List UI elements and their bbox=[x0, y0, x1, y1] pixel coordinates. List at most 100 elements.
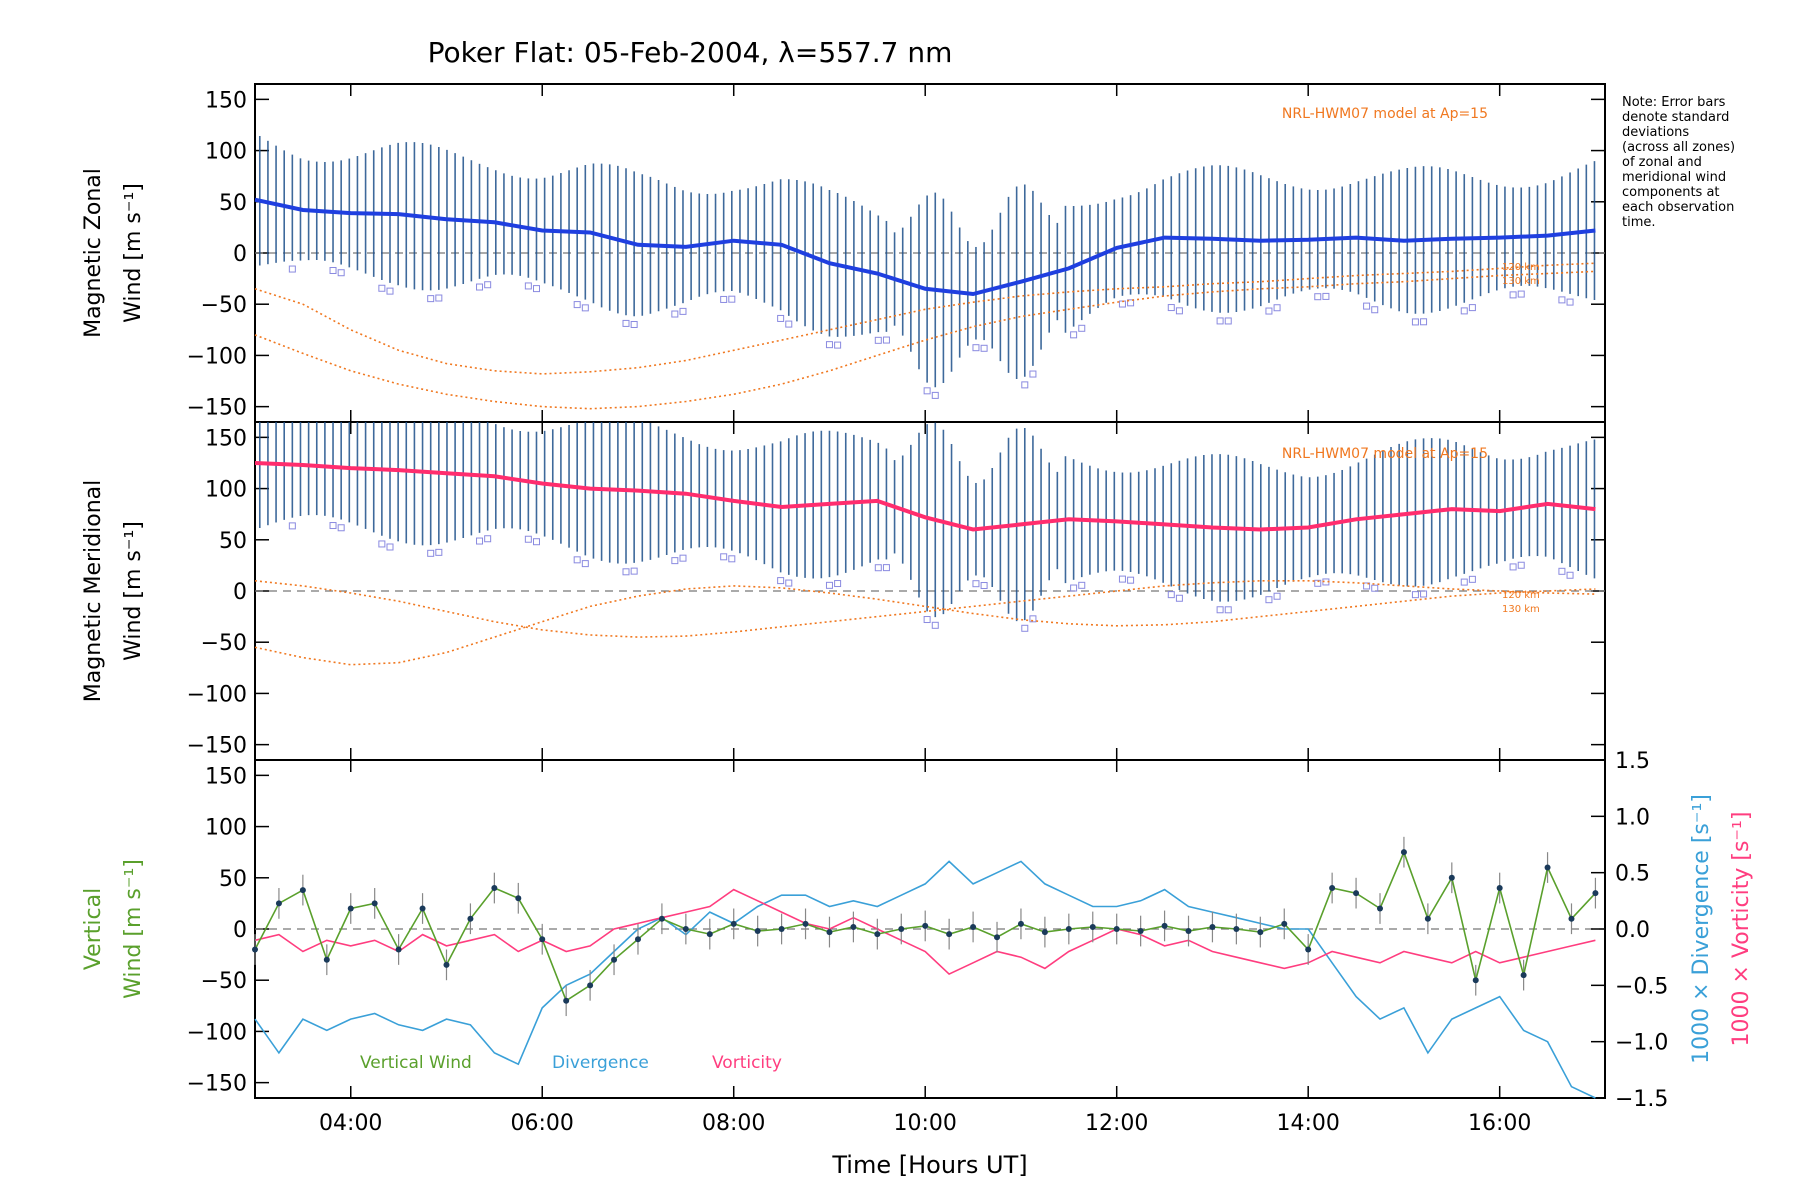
vertical-wind-point bbox=[1041, 929, 1048, 936]
zone-sample-marker bbox=[1468, 575, 1476, 583]
zone-sample-marker bbox=[874, 336, 882, 344]
vertical-wind-point bbox=[778, 926, 785, 932]
zone-sample-marker bbox=[573, 301, 581, 309]
note-line: deviations bbox=[1622, 125, 1689, 140]
zone-sample-marker bbox=[1411, 318, 1419, 326]
zone-sample-marker bbox=[1468, 304, 1476, 312]
note-line: Note: Error bars bbox=[1622, 95, 1726, 110]
zone-sample-marker bbox=[532, 285, 540, 293]
vertical-wind-point bbox=[1592, 890, 1599, 897]
vertical-wind-point bbox=[611, 956, 618, 963]
vertical-wind-point bbox=[802, 920, 809, 927]
zone-sample-marker bbox=[1363, 582, 1371, 590]
x-tick-label: 16:00 bbox=[1468, 1111, 1531, 1136]
zone-sample-marker bbox=[1517, 290, 1525, 298]
vertical-wind-point bbox=[467, 915, 474, 922]
vertical-wind-point bbox=[1257, 929, 1264, 936]
vertical-wind-point bbox=[347, 905, 354, 912]
zone-sample-marker bbox=[1216, 606, 1224, 614]
note-line: denote standard bbox=[1622, 110, 1729, 125]
zone-sample-marker bbox=[923, 387, 931, 395]
vertical-wind-point bbox=[443, 961, 450, 968]
zone-sample-marker bbox=[1460, 578, 1468, 586]
zone-sample-marker bbox=[378, 540, 386, 548]
y-tick-label: 150 bbox=[205, 764, 247, 789]
y-tick-label: −150 bbox=[187, 396, 247, 421]
vertical-wind-point bbox=[323, 956, 330, 963]
x-axis-label: Time [Hours UT] bbox=[831, 1151, 1027, 1179]
zone-sample-marker bbox=[1420, 590, 1428, 598]
y-tick-label: 50 bbox=[219, 867, 247, 892]
y-tick-label: −50 bbox=[201, 969, 247, 994]
y-tick-label: 0 bbox=[233, 242, 247, 267]
meridional-model-label: NRL-HWM07 model at Ap=15 bbox=[1282, 446, 1488, 462]
y2-tick-label: −1.0 bbox=[1615, 1031, 1668, 1056]
vertical-wind-point bbox=[634, 936, 641, 943]
zone-sample-marker bbox=[980, 582, 988, 590]
y-tick-label: −100 bbox=[187, 682, 247, 707]
zone-sample-marker bbox=[288, 265, 296, 273]
x-tick-label: 14:00 bbox=[1276, 1111, 1339, 1136]
zone-sample-marker bbox=[622, 568, 630, 576]
zone-sample-marker bbox=[1029, 615, 1037, 623]
zone-sample-marker bbox=[1021, 381, 1029, 389]
zone-sample-marker bbox=[337, 524, 345, 532]
note-line: of zonal and bbox=[1622, 155, 1702, 170]
zone-sample-marker bbox=[1273, 304, 1281, 312]
vertical-wind-point bbox=[970, 923, 977, 930]
vertical-wind-point bbox=[1520, 972, 1527, 979]
zone-sample-marker bbox=[1265, 596, 1273, 604]
note-line: (across all zones) bbox=[1622, 140, 1735, 155]
x-tick-label: 12:00 bbox=[1085, 1111, 1148, 1136]
zone-sample-marker bbox=[728, 555, 736, 563]
y-tick-label: 0 bbox=[233, 918, 247, 943]
vertical-wind-point bbox=[563, 997, 570, 1004]
x-tick-label: 10:00 bbox=[894, 1111, 957, 1136]
zone-sample-marker bbox=[1566, 298, 1574, 306]
vertical-wind-point bbox=[1017, 920, 1024, 927]
y-tick-label: 50 bbox=[219, 529, 247, 554]
meridional-alt-label-130: 130 km bbox=[1502, 604, 1540, 615]
vertical-wind-point bbox=[1233, 926, 1240, 932]
zone-sample-marker bbox=[777, 577, 785, 585]
vertical-wind-point bbox=[1209, 923, 1216, 930]
zone-sample-marker bbox=[1167, 591, 1175, 599]
zone-sample-marker bbox=[1509, 563, 1517, 571]
vertical-wind-point bbox=[1377, 905, 1383, 912]
divergence-line bbox=[254, 860, 1596, 1099]
y2-tick-label: −1.5 bbox=[1615, 1087, 1668, 1112]
y-tick-label: 150 bbox=[205, 88, 247, 113]
y-tick-label: −150 bbox=[187, 734, 247, 759]
zone-sample-marker bbox=[1070, 584, 1078, 592]
zone-sample-marker bbox=[728, 295, 736, 303]
zone-sample-marker bbox=[329, 266, 337, 274]
zone-sample-marker bbox=[1175, 594, 1183, 602]
zone-sample-marker bbox=[1371, 584, 1379, 592]
vertical-wind-point bbox=[539, 936, 546, 943]
chart-title: Poker Flat: 05-Feb-2004, λ=557.7 nm bbox=[428, 36, 953, 69]
vertical-ylabel-line2: Wind [m s⁻¹] bbox=[121, 859, 146, 999]
x-tick-label: 08:00 bbox=[702, 1111, 765, 1136]
zone-sample-marker bbox=[720, 295, 728, 303]
vertical-wind-point bbox=[1281, 920, 1288, 927]
y2-tick-label: 0.0 bbox=[1615, 918, 1650, 943]
zone-sample-marker bbox=[825, 341, 833, 349]
note-line: components at bbox=[1622, 185, 1720, 200]
zone-sample-marker bbox=[524, 282, 532, 290]
vertical-wind-point bbox=[1568, 915, 1575, 922]
zone-sample-marker bbox=[1216, 317, 1224, 325]
zone-sample-marker bbox=[630, 567, 638, 575]
zone-sample-marker bbox=[679, 554, 687, 562]
y-tick-label: 50 bbox=[219, 191, 247, 216]
vertical-wind-point bbox=[658, 915, 665, 922]
vertical-wind-point bbox=[946, 931, 953, 938]
zonal-alt-label-130: 130 km bbox=[1502, 276, 1540, 287]
legend-vorticity: Vorticity bbox=[712, 1053, 782, 1073]
zone-sample-marker bbox=[671, 310, 679, 318]
vertical-wind-point bbox=[587, 982, 594, 989]
vertical-wind-point bbox=[1065, 926, 1072, 932]
zone-sample-marker bbox=[882, 336, 890, 344]
zone-sample-marker bbox=[386, 543, 394, 551]
zonal-wind-line bbox=[254, 197, 1596, 297]
zone-sample-marker bbox=[1460, 307, 1468, 315]
